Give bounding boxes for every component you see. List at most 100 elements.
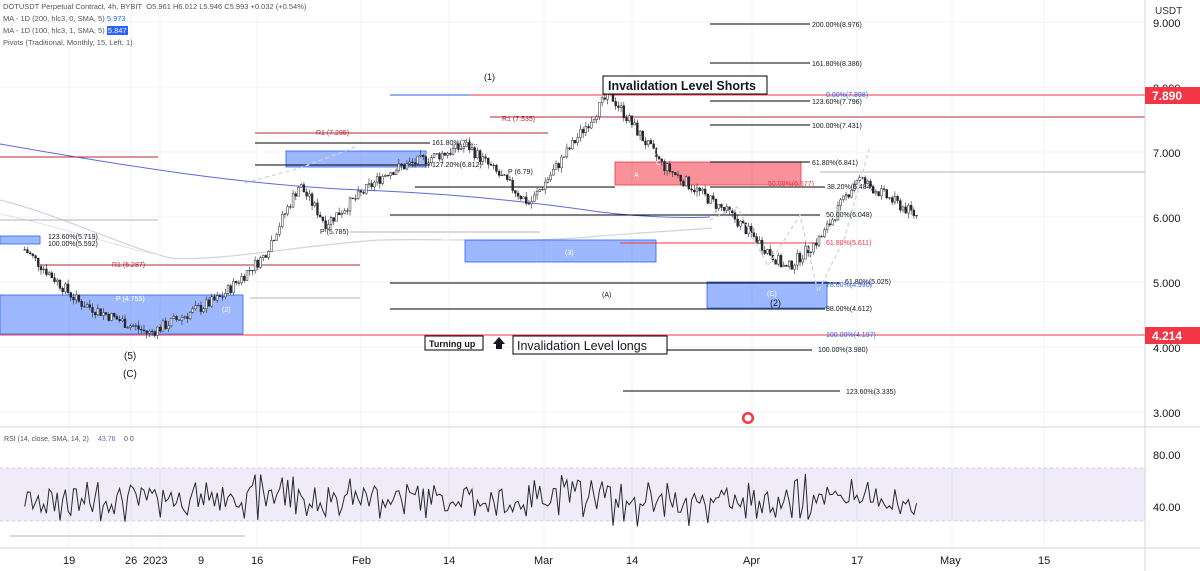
candle-body bbox=[451, 148, 455, 155]
left-level-label: P (4.755) bbox=[116, 296, 145, 303]
candle-body bbox=[305, 191, 308, 197]
candle-body bbox=[28, 252, 32, 255]
candle-body bbox=[167, 325, 170, 329]
candle-body bbox=[186, 316, 189, 319]
candle-body bbox=[603, 97, 607, 100]
candle-body bbox=[815, 242, 818, 246]
candle-body bbox=[674, 172, 677, 175]
candle-body bbox=[137, 325, 140, 330]
candle-body bbox=[533, 194, 536, 202]
candle-body bbox=[66, 283, 70, 293]
candle-body bbox=[487, 158, 490, 165]
candle-body bbox=[435, 153, 438, 155]
candle-body bbox=[83, 306, 86, 308]
candle-body bbox=[844, 194, 848, 197]
candle-body bbox=[568, 147, 571, 150]
candle-body bbox=[522, 196, 525, 200]
price-badge-top bbox=[1145, 87, 1200, 104]
candle-body bbox=[169, 318, 173, 327]
left-level-label: 161.80%(7.1... bbox=[432, 140, 478, 147]
candle-body bbox=[790, 260, 794, 270]
candle-body bbox=[175, 316, 178, 321]
candle-body bbox=[706, 193, 710, 204]
candle-body bbox=[164, 320, 167, 329]
candle-body bbox=[525, 196, 528, 204]
candle-body bbox=[562, 156, 566, 158]
candle-body bbox=[638, 130, 642, 136]
candle-body bbox=[636, 122, 639, 136]
candle-body bbox=[850, 190, 853, 198]
candle-body bbox=[449, 152, 452, 155]
time-tick: 15 bbox=[1038, 555, 1050, 567]
invalidation-longs-box bbox=[512, 335, 668, 355]
left-level-label: P (6.79) bbox=[508, 169, 533, 176]
candle-body bbox=[560, 156, 563, 169]
candle-body bbox=[546, 179, 550, 183]
candle-body bbox=[628, 115, 631, 122]
candle-body bbox=[178, 319, 181, 321]
candle-body bbox=[218, 295, 222, 297]
candle-body bbox=[538, 189, 541, 192]
wave-label: C bbox=[656, 160, 661, 167]
fib-label: 61.80%(5.025) bbox=[845, 279, 891, 286]
pivots-line[interactable]: Pivots (Traditional, Monthly, 15, Left, … bbox=[3, 38, 133, 48]
candle-body bbox=[584, 126, 588, 134]
candle-body bbox=[663, 161, 666, 172]
ma1-line[interactable]: MA - 1D (200, hlc3, 0, SMA, 5) 5.973 bbox=[3, 14, 126, 24]
candle-body bbox=[332, 217, 335, 222]
candle-body bbox=[554, 163, 558, 170]
time-tick: 16 bbox=[251, 555, 263, 567]
candle-body bbox=[443, 152, 447, 156]
candle-body bbox=[571, 140, 574, 150]
wave-label: (2) bbox=[222, 307, 231, 314]
candle-body bbox=[183, 316, 186, 318]
candle-body bbox=[145, 330, 148, 334]
candle-body bbox=[278, 226, 281, 235]
candle-body bbox=[327, 224, 330, 230]
ohlc-values: O5.961 H6.012 L5.946 C5.993 +0.032 (+0.5… bbox=[146, 2, 307, 11]
fib-label: 61.80%(6.841) bbox=[812, 160, 858, 167]
candle-body bbox=[34, 255, 37, 259]
candle-body bbox=[831, 219, 834, 226]
symbol-name[interactable]: DOTUSDT Perpetual Contract, 4h, BYBIT bbox=[3, 2, 143, 11]
demand-zone-left bbox=[0, 294, 244, 335]
candle-body bbox=[741, 220, 745, 224]
candle-body bbox=[381, 176, 384, 184]
candle-body bbox=[316, 202, 319, 216]
candle-body bbox=[85, 304, 89, 308]
candle-body bbox=[262, 255, 265, 258]
candle-body bbox=[459, 148, 463, 150]
candle-body bbox=[787, 260, 791, 267]
candle-body bbox=[874, 191, 878, 194]
candle-body bbox=[465, 142, 468, 147]
candle-body bbox=[614, 101, 617, 107]
ma2-line[interactable]: MA - 1D (100, hlc3, 1, SMA, 5) 5.847 bbox=[3, 26, 128, 36]
candle-body bbox=[733, 212, 737, 220]
candle-body bbox=[50, 272, 54, 279]
candle-body bbox=[587, 126, 590, 129]
candle-body bbox=[129, 325, 132, 328]
candle-body bbox=[110, 312, 113, 321]
candle-body bbox=[698, 187, 701, 191]
candle-body bbox=[516, 192, 520, 197]
candle-body bbox=[652, 143, 655, 149]
wave-label: (1) bbox=[484, 72, 495, 82]
candle-body bbox=[836, 205, 840, 221]
candle-body bbox=[275, 234, 279, 241]
left-level-label: 123.60%(5.719) bbox=[48, 234, 98, 241]
candle-body bbox=[497, 171, 501, 176]
candle-body bbox=[45, 268, 48, 275]
candle-body bbox=[527, 203, 531, 205]
candle-body bbox=[229, 285, 232, 294]
candle-body bbox=[687, 176, 691, 190]
wave-label: (5) bbox=[124, 351, 136, 362]
wave-label: (3) bbox=[565, 250, 574, 257]
wave-label: (4) bbox=[441, 236, 450, 243]
candle-body bbox=[310, 193, 314, 206]
candle-body bbox=[289, 206, 292, 208]
candle-body bbox=[782, 264, 785, 267]
candle-body bbox=[324, 220, 327, 230]
wave-label: (B) bbox=[654, 149, 663, 156]
candle-body bbox=[592, 119, 596, 123]
